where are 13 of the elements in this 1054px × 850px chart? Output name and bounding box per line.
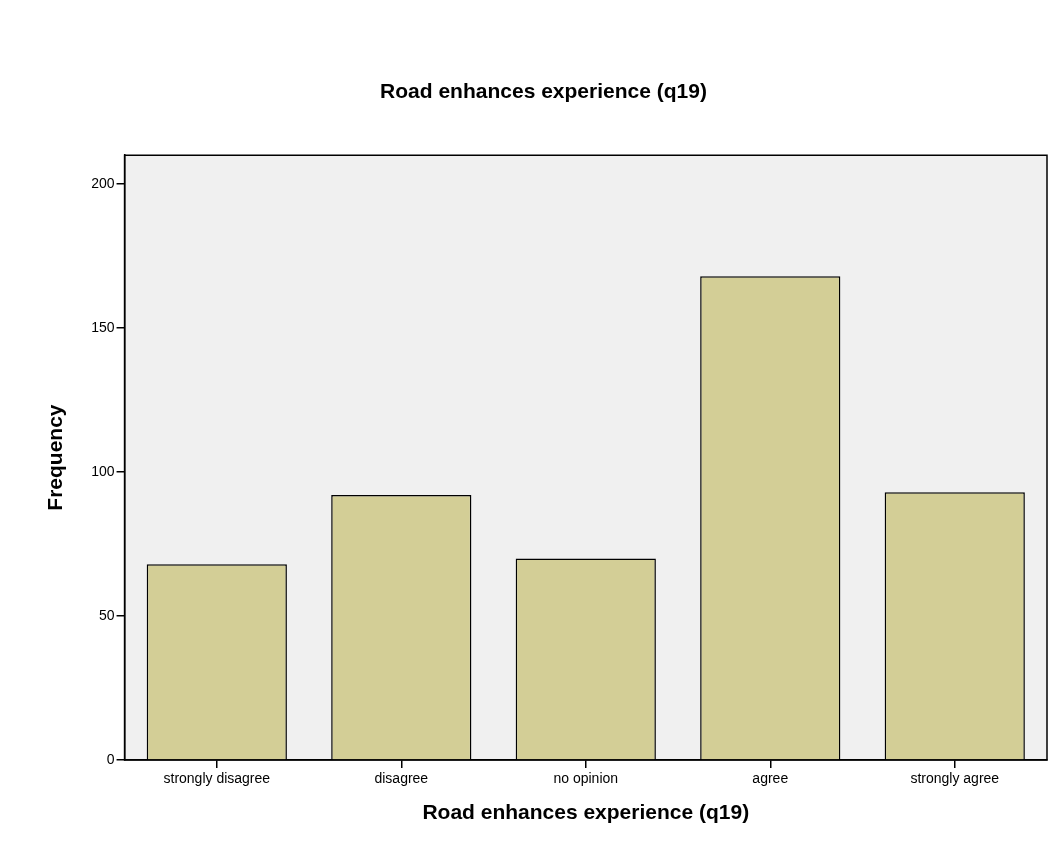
y-tick-label: 200: [91, 174, 115, 191]
y-tick-label: 100: [91, 462, 115, 479]
x-tick-label: strongly disagree: [163, 770, 271, 787]
x-tick-label: no opinion: [553, 770, 619, 787]
y-axis-title: Frequency: [43, 404, 67, 511]
x-tick-label: agree: [752, 770, 789, 787]
y-tick-label: 150: [91, 318, 115, 335]
x-tick-label: strongly agree: [910, 770, 1000, 787]
y-tick-label: 0: [106, 750, 115, 767]
chart-title: Road enhances experience (q19): [380, 79, 707, 103]
x-tick-label: disagree: [374, 770, 429, 787]
y-tick-label: 50: [98, 606, 115, 623]
x-axis-title: Road enhances experience (q19): [422, 800, 750, 824]
